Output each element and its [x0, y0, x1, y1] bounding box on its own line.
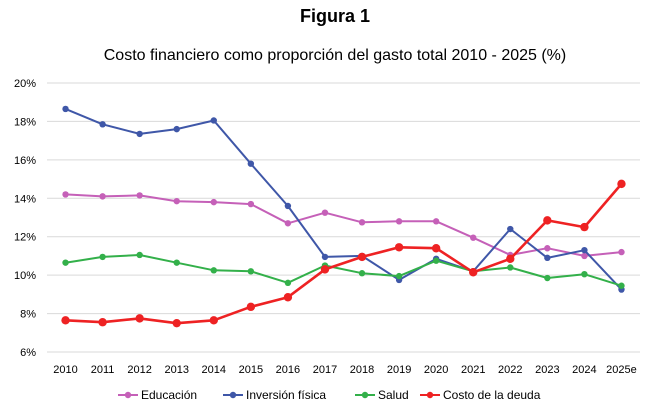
legend-label: Salud	[378, 388, 409, 402]
data-point	[135, 314, 144, 323]
data-point	[544, 274, 551, 282]
data-point	[544, 254, 551, 262]
legend-marker	[426, 391, 434, 399]
data-point	[99, 121, 106, 128]
data-point	[618, 282, 625, 289]
data-point	[543, 216, 552, 225]
data-point	[506, 254, 515, 264]
data-point	[172, 318, 181, 328]
data-point	[284, 279, 292, 287]
data-point	[395, 218, 403, 225]
data-point	[357, 252, 367, 262]
data-point	[320, 265, 330, 274]
data-point	[618, 248, 625, 256]
series-line	[65, 254, 622, 287]
data-point	[136, 192, 143, 199]
data-point	[432, 218, 440, 225]
data-point	[284, 202, 292, 210]
data-point	[580, 222, 589, 232]
data-point	[284, 220, 292, 227]
data-point	[247, 160, 255, 167]
data-point	[210, 267, 217, 274]
data-point	[247, 200, 255, 208]
data-point	[469, 268, 478, 277]
data-point	[507, 225, 514, 233]
y-tick-label: 12%	[14, 232, 36, 244]
data-point	[470, 234, 477, 241]
data-point	[62, 191, 69, 198]
legend-marker	[124, 391, 132, 399]
x-tick-label: 2016	[276, 364, 300, 376]
x-tick-label: 2012	[127, 364, 151, 376]
y-tick-label: 18%	[14, 116, 36, 128]
legend-marker	[229, 391, 237, 399]
x-tick-label: 2015	[239, 364, 263, 376]
x-tick-label: 2021	[461, 364, 485, 376]
data-point	[544, 245, 551, 252]
y-tick-label: 6%	[20, 347, 36, 359]
data-point	[209, 316, 218, 325]
series-line	[65, 193, 622, 257]
legend-label: Costo de la deuda	[443, 388, 541, 402]
data-point	[358, 219, 366, 226]
legend-label: Inversión física	[246, 388, 326, 402]
data-point	[394, 243, 404, 252]
data-point	[62, 105, 69, 113]
x-tick-label: 2011	[91, 364, 115, 376]
y-tick-label: 8%	[20, 309, 36, 321]
series-line	[65, 183, 623, 325]
x-tick-label: 2022	[498, 364, 522, 376]
chart-title: Costo financiero como proporción del gas…	[103, 47, 567, 64]
x-tick-label: 2018	[350, 364, 374, 376]
y-tick-label: 20%	[14, 78, 36, 90]
data-point	[99, 253, 106, 261]
y-tick-label: 10%	[14, 270, 36, 282]
data-point	[581, 252, 588, 260]
data-point	[247, 268, 255, 275]
data-point	[173, 125, 180, 133]
series-line	[65, 107, 623, 291]
data-point	[173, 259, 180, 266]
data-point	[173, 197, 180, 205]
y-tick-label: 14%	[14, 193, 36, 205]
x-tick-label: 2023	[535, 364, 559, 376]
data-point	[395, 272, 403, 280]
data-point	[246, 302, 256, 312]
data-point	[61, 316, 70, 325]
data-point	[321, 253, 329, 261]
legend-marker	[361, 391, 369, 399]
x-tick-label: 2019	[387, 364, 411, 376]
legend-label: Educación	[141, 388, 197, 402]
data-point	[62, 259, 69, 266]
x-tick-label: 2014	[202, 364, 226, 376]
data-point	[432, 257, 440, 264]
data-point	[136, 251, 143, 259]
data-point	[507, 264, 514, 271]
data-point	[136, 130, 143, 138]
data-point	[617, 179, 626, 189]
data-point	[98, 318, 107, 327]
data-point	[581, 270, 588, 278]
data-point	[210, 117, 217, 124]
x-tick-label: 2020	[424, 364, 448, 376]
data-point	[321, 209, 329, 216]
x-tick-label: 2010	[53, 364, 77, 376]
x-tick-label: 2017	[313, 364, 337, 376]
data-point	[358, 270, 366, 277]
x-tick-label: 2025e	[606, 364, 637, 376]
figure-label: Figura 1	[299, 6, 370, 26]
data-point	[283, 293, 293, 302]
data-point	[581, 246, 588, 254]
y-tick-label: 16%	[14, 155, 36, 167]
data-point	[210, 198, 217, 206]
x-tick-label: 2024	[572, 364, 596, 376]
x-tick-label: 2013	[164, 364, 188, 376]
data-point	[431, 244, 441, 253]
data-point	[99, 193, 106, 200]
